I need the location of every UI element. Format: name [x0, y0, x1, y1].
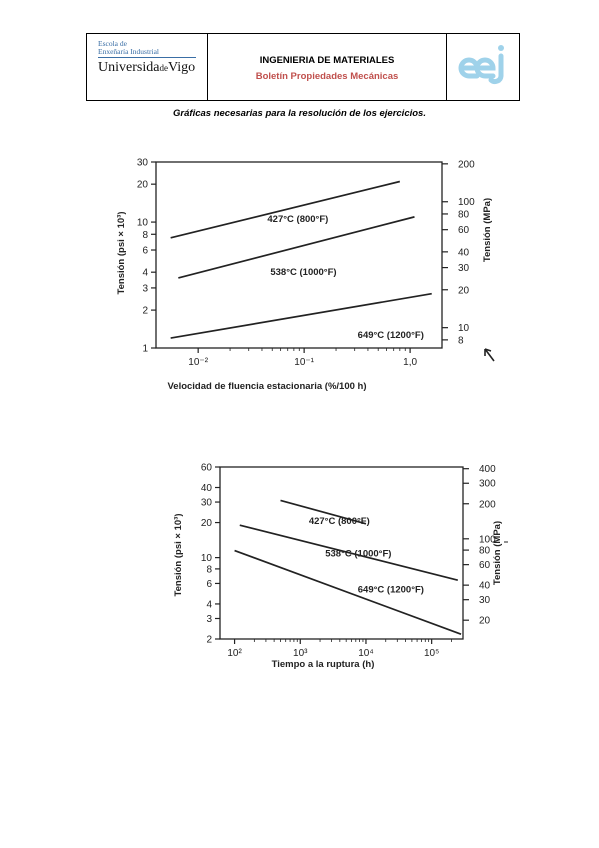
c2-y-right-tick-label: 20: [479, 616, 491, 627]
c1-series-line: [170, 292, 432, 339]
c2-y-tick-label: 10: [201, 553, 213, 564]
c1-y-tick-label: 3: [142, 283, 148, 294]
c1-series-label: 427°C (800°F): [267, 214, 328, 225]
c1-y-right-tick-label: 200: [458, 159, 475, 170]
chart2-left-axis: 2 3 4 6 810 20 30 40 60: [201, 463, 220, 646]
chart2-frame: [219, 466, 464, 640]
c2-series-line: [239, 524, 459, 582]
c2-y-tick-label: 60: [201, 463, 213, 474]
c2-series-label: 427°C (800°F): [309, 516, 370, 527]
c2-y-tick-label: 6: [206, 579, 212, 590]
university-logo-cell: Escola de Enxeñaría Industrial Universid…: [87, 34, 208, 100]
c2-y-tick-label: 3: [206, 614, 212, 625]
c1-x-tick-label: 1,0: [403, 357, 417, 368]
eei-logo-icon: [458, 45, 504, 85]
pointer-arrow-icon: [484, 348, 495, 362]
c1-series-line: [178, 216, 415, 279]
c1-y-right-tick-label: 40: [458, 247, 470, 258]
c1-y-right-tick-label: 80: [458, 209, 470, 220]
course-title: INGENIERIA DE MATERIALES: [259, 55, 395, 66]
chart2-series: 427°C (800°F) 538°C (1000°F) 649°C (1200°F…: [234, 499, 462, 635]
c2-series-label: 538°C (1000°F): [325, 549, 391, 560]
c2-x-tick-label: 10⁵: [424, 648, 439, 659]
c1-series-line: [170, 180, 401, 239]
chart1-x-axis-label: Velocidad de fluencia estacionaria (%/10…: [167, 381, 366, 392]
c1-y-right-tick-label: 100: [458, 197, 475, 208]
c1-y-right-tick-label: 8: [458, 335, 464, 346]
c1-y-right-tick-label: 30: [458, 263, 470, 274]
chart2-y-axis-label: Tensión (psi × 10³): [173, 514, 184, 597]
c1-x-tick-label: 10⁻²: [188, 357, 208, 368]
c1-y-right-tick-label: 20: [458, 285, 470, 296]
c2-x-tick-label: 10⁴: [358, 648, 373, 659]
university-name-de: de: [159, 63, 168, 73]
chart2-x-axis-label: Tiempo a la ruptura (h): [272, 659, 375, 670]
school-name-line2: Enxeñaría Industrial: [98, 47, 160, 56]
c1-y-tick-label: 30: [137, 158, 149, 169]
chart2-bottom-axis: 10² 10³ 10⁴ 10⁵: [227, 639, 452, 659]
c1-y-tick-label: 8: [142, 230, 148, 241]
chart1-y-axis-label: Tensión (psi × 10³): [116, 212, 127, 295]
c2-y-tick-label: 20: [201, 518, 213, 529]
c2-x-tick-label: 10³: [293, 648, 308, 659]
eei-logo-cell: [447, 34, 519, 100]
c1-y-right-tick-label: 60: [458, 225, 470, 236]
c1-y-tick-label: 4: [142, 268, 148, 279]
c2-series-line: [280, 499, 367, 525]
c2-y-right-tick-label: 80: [479, 546, 491, 557]
c2-y-right-tick-label: 400: [479, 464, 496, 475]
bulletin-subtitle: Boletín Propiedades Mecánicas: [255, 71, 399, 82]
university-name-part1: Universida: [98, 60, 160, 75]
c2-y-tick-label: 8: [206, 564, 212, 575]
c2-y-right-tick-label: 40: [479, 581, 491, 592]
school-name-line1: Escola de: [98, 39, 127, 48]
c1-series-label: 649°C (1200°F): [358, 330, 424, 341]
c2-y-right-tick-label: 300: [479, 479, 496, 490]
c1-y-tick-label: 6: [142, 246, 148, 257]
university-name-part2: Vigo: [167, 60, 196, 75]
c2-series-label: 649°C (1200°F): [358, 585, 424, 596]
c2-y-right-tick-label: 100: [479, 534, 496, 545]
chart1-frame: [155, 161, 443, 349]
c1-y-right-tick-label: 10: [458, 323, 470, 334]
chart1-y-right-axis-label: Tensión (MPa): [482, 198, 493, 262]
c2-y-tick-label: 2: [206, 635, 212, 646]
c2-y-right-tick-label: 30: [479, 595, 491, 606]
c2-y-right-tick-label: 200: [479, 499, 496, 510]
c1-y-tick-label: 2: [142, 306, 148, 317]
chart1-left-axis: 1 2 3 4 6 810 20 30: [137, 158, 156, 355]
c1-y-tick-label: 1: [142, 344, 148, 355]
c2-y-tick-label: 40: [201, 483, 213, 494]
school-divider: [98, 57, 196, 58]
c1-series-label: 538°C (1000°F): [270, 267, 336, 278]
c1-y-tick-label: 20: [137, 180, 149, 191]
chart1-bottom-axis: 10⁻² 10⁻¹ 1,0: [188, 348, 417, 368]
c1-x-tick-label: 10⁻¹: [294, 357, 314, 368]
c2-y-right-tick-label: 60: [479, 560, 491, 571]
c1-y-tick-label: 10: [137, 218, 149, 229]
title-cell: INGENIERIA DE MATERIALES Boletín Propied…: [208, 34, 447, 100]
chart2-y-right-axis-label: Tensión (MPa): [492, 521, 503, 585]
chart1-series: 427°C (800°F) 538°C (1000°F) 649°C (1200°F…: [170, 180, 432, 341]
university-name: UniversidadeVigo: [98, 60, 195, 76]
c2-y-tick-label: 30: [201, 498, 213, 509]
page-caption: Gráficas necesarias para la resolución d…: [173, 108, 426, 119]
c2-y-tick-label: 4: [206, 599, 212, 610]
c2-series-line: [234, 549, 462, 635]
document-header: Escola de Enxeñaría Industrial Universid…: [86, 33, 520, 101]
c2-x-tick-label: 10²: [227, 648, 242, 659]
school-name: Escola de Enxeñaría Industrial: [98, 40, 159, 56]
